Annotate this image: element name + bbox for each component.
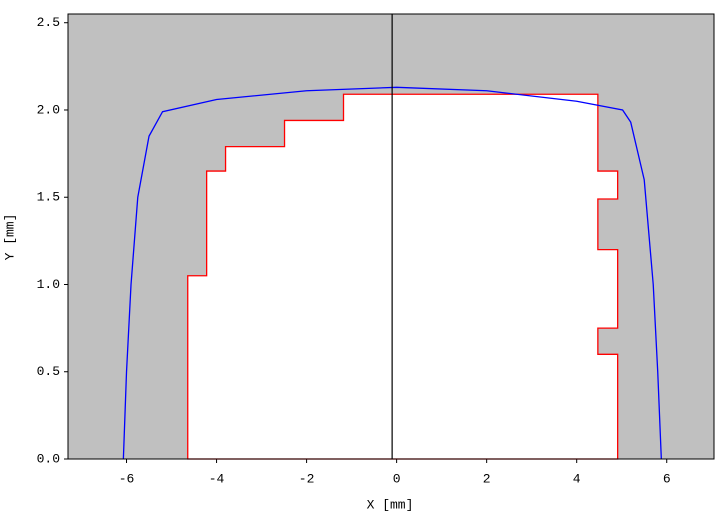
y-axis-label: Y [mm]	[2, 214, 17, 261]
x-tick-label: -2	[299, 471, 315, 486]
line	[122, 86, 662, 460]
plot-frame	[67, 13, 715, 460]
area-line	[187, 93, 619, 460]
x-axis-label: X [mm]	[367, 497, 414, 512]
x-tick-label: 2	[483, 471, 491, 486]
x-tick-label: 4	[573, 471, 581, 486]
x-tick-label: -4	[209, 471, 225, 486]
y-tick-label: 0.5	[37, 364, 60, 379]
y-tick-label: 2.0	[37, 102, 60, 117]
y-tick-label: 1.0	[37, 277, 60, 292]
y-tick-label: 0.0	[37, 451, 60, 466]
x-tick-label: -6	[119, 471, 135, 486]
x-tick-label: 0	[393, 471, 401, 486]
y-tick-label: 1.5	[37, 190, 60, 205]
y-tick-label: 2.5	[37, 15, 60, 30]
x-tick-label: 6	[663, 471, 671, 486]
